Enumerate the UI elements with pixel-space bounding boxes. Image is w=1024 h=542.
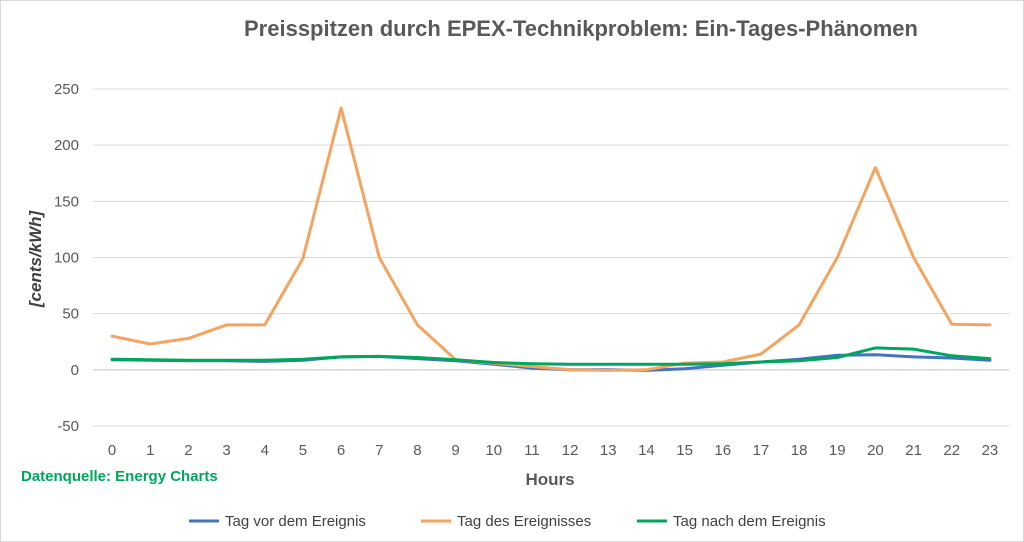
x-tick-label: 7 — [375, 442, 383, 459]
x-tick-label: 1 — [146, 442, 154, 459]
y-axis-ticks: -50 0 50 100 150 200 250 — [54, 81, 79, 435]
y-tick-label: 0 — [71, 362, 79, 379]
x-tick-label: 16 — [714, 442, 731, 459]
legend-label: Tag vor dem Ereignis — [225, 513, 366, 530]
legend-label: Tag nach dem Ereignis — [673, 513, 826, 530]
x-tick-label: 9 — [451, 442, 459, 459]
x-tick-label: 12 — [562, 442, 579, 459]
y-axis-label: [cents/kWh] — [26, 209, 45, 308]
data-source-note: Datenquelle: Energy Charts — [21, 468, 218, 485]
y-tick-label: 50 — [62, 306, 79, 323]
y-tick-label: 200 — [54, 137, 79, 154]
x-tick-label: 3 — [222, 442, 230, 459]
x-tick-label: 11 — [524, 442, 540, 459]
x-tick-label: 19 — [829, 442, 846, 459]
x-tick-label: 10 — [485, 442, 502, 459]
series-lines — [110, 106, 992, 372]
x-axis-ticks: 0 1 2 3 4 5 6 7 8 9 10 11 12 13 14 15 16 17 18 19 20 21 22 23 — [108, 442, 998, 459]
x-tick-label: 5 — [299, 442, 307, 459]
x-tick-label: 8 — [413, 442, 421, 459]
gridlines — [93, 88, 1009, 427]
x-tick-label: 0 — [108, 442, 116, 459]
legend-label: Tag des Ereignisses — [457, 513, 591, 530]
x-tick-label: 15 — [676, 442, 693, 459]
chart-title: Preisspitzen durch EPEX-Technikproblem: … — [244, 16, 918, 41]
x-tick-label: 23 — [982, 442, 999, 459]
y-tick-label: 250 — [54, 81, 79, 98]
legend: Tag vor dem Ereignis Tag des Ereignisses T… — [189, 513, 826, 530]
y-tick-label: 100 — [54, 250, 79, 267]
x-tick-label: 14 — [638, 442, 655, 459]
series-line-2 — [110, 106, 992, 372]
x-axis-label: Hours — [525, 470, 574, 489]
series-line-3 — [110, 346, 992, 366]
x-tick-label: 21 — [905, 442, 922, 459]
x-tick-label: 18 — [791, 442, 808, 459]
x-tick-label: 2 — [184, 442, 192, 459]
x-tick-label: 13 — [600, 442, 617, 459]
y-tick-label: 150 — [54, 193, 79, 210]
x-tick-label: 20 — [867, 442, 884, 459]
y-tick-label: -50 — [57, 418, 79, 435]
x-tick-label: 22 — [943, 442, 960, 459]
x-tick-label: 6 — [337, 442, 345, 459]
x-tick-label: 4 — [261, 442, 269, 459]
x-tick-label: 17 — [753, 442, 770, 459]
